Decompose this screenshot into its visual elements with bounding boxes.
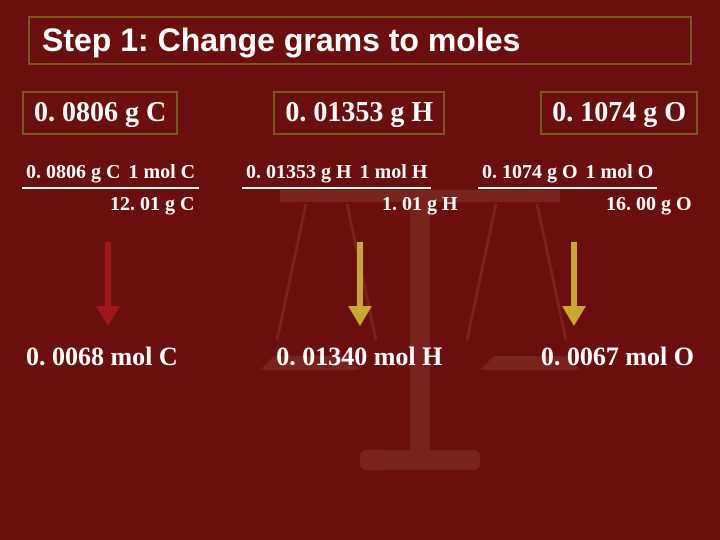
conv-c-mass: 0. 0806 g C [22,161,124,184]
conv-c-denom: 12. 01 g C [22,193,242,216]
results-row: 0. 0068 mol C 0. 01340 mol H 0. 0067 mol… [22,342,698,372]
arrow-down-icon [568,242,580,322]
conv-o-mass: 0. 1074 g O [478,161,582,184]
conv-h-denom: 1. 01 g H [242,193,478,216]
grams-oxygen: 0. 1074 g O [540,91,698,135]
arrows-row [22,242,698,322]
grams-row: 0. 0806 g C 0. 01353 g H 0. 1074 g O [22,91,698,135]
conv-h-mass: 0. 01353 g H [242,161,356,184]
result-hydrogen: 0. 01340 mol H [276,342,442,372]
slide-content: Step 1: Change grams to moles 0. 0806 g … [0,0,720,372]
conv-o-denom: 16. 00 g O [478,193,698,216]
conv-h-mol: 1 mol H [356,161,432,184]
slide-title: Step 1: Change grams to moles [42,22,520,58]
arrow-down-icon [102,242,114,322]
grams-carbon: 0. 0806 g C [22,91,178,135]
grams-hydrogen: 0. 01353 g H [273,91,445,135]
conv-oxygen: 0. 1074 g O 1 mol O 16. 00 g O [478,161,698,216]
conv-carbon: 0. 0806 g C 1 mol C 12. 01 g C [22,161,242,216]
conv-c-mol: 1 mol C [124,161,199,184]
result-carbon: 0. 0068 mol C [26,342,178,372]
conv-hydrogen: 0. 01353 g H 1 mol H 1. 01 g H [242,161,478,216]
slide-title-box: Step 1: Change grams to moles [28,16,692,65]
conv-o-mol: 1 mol O [582,161,658,184]
result-oxygen: 0. 0067 mol O [541,342,694,372]
arrow-down-icon [354,242,366,322]
conversion-row: 0. 0806 g C 1 mol C 12. 01 g C 0. 01353 … [22,161,698,216]
